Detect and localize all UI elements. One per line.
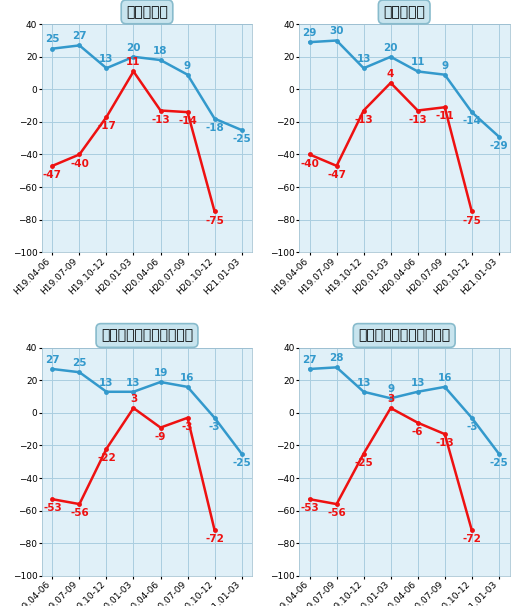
Text: 13: 13 — [356, 378, 371, 388]
Text: -13: -13 — [354, 115, 373, 125]
Text: -25: -25 — [354, 458, 373, 468]
Text: 20: 20 — [126, 42, 141, 53]
Text: -3: -3 — [466, 422, 477, 432]
Text: -13: -13 — [408, 115, 427, 125]
Text: -53: -53 — [43, 504, 62, 513]
Text: 13: 13 — [356, 54, 371, 64]
Title: 総受注戸数: 総受注戸数 — [126, 5, 168, 19]
Text: -25: -25 — [232, 134, 251, 144]
Text: -11: -11 — [435, 112, 454, 121]
Text: 3: 3 — [130, 394, 137, 404]
Title: 戸建て注文住宅受注戸数: 戸建て注文住宅受注戸数 — [101, 328, 193, 342]
Text: 13: 13 — [410, 378, 425, 388]
Text: -13: -13 — [151, 115, 170, 125]
Text: -6: -6 — [412, 427, 423, 437]
Text: -18: -18 — [205, 123, 224, 133]
Text: 16: 16 — [180, 373, 195, 383]
Text: 13: 13 — [99, 54, 114, 64]
Text: -3: -3 — [182, 422, 193, 432]
Text: 9: 9 — [184, 61, 191, 70]
Text: 20: 20 — [383, 42, 398, 53]
Text: 27: 27 — [72, 32, 87, 41]
Text: 9: 9 — [387, 384, 394, 394]
Text: 11: 11 — [410, 58, 425, 67]
Text: -47: -47 — [327, 170, 346, 180]
Text: 27: 27 — [45, 355, 60, 365]
Text: -72: -72 — [462, 534, 481, 544]
Text: 19: 19 — [153, 368, 168, 378]
Text: 30: 30 — [329, 26, 344, 36]
Text: 28: 28 — [329, 353, 344, 363]
Text: 16: 16 — [437, 373, 452, 383]
Text: 25: 25 — [72, 358, 87, 368]
Text: 13: 13 — [126, 378, 141, 388]
Text: 29: 29 — [303, 28, 317, 38]
Text: -56: -56 — [70, 508, 89, 518]
Text: -17: -17 — [97, 121, 116, 131]
Text: -56: -56 — [327, 508, 346, 518]
Text: -14: -14 — [178, 116, 197, 126]
Text: -75: -75 — [205, 216, 224, 225]
Title: 戸建て注文住宅受注金額: 戸建て注文住宅受注金額 — [358, 328, 450, 342]
Text: -53: -53 — [300, 504, 319, 513]
Text: -13: -13 — [435, 438, 454, 448]
Text: 25: 25 — [45, 35, 60, 44]
Text: -29: -29 — [489, 141, 508, 151]
Text: -25: -25 — [232, 458, 251, 468]
Text: 4: 4 — [387, 68, 394, 79]
Text: -22: -22 — [97, 453, 116, 463]
Text: -40: -40 — [300, 159, 319, 168]
Text: -3: -3 — [209, 422, 220, 432]
Text: 11: 11 — [126, 58, 141, 67]
Text: 3: 3 — [387, 394, 394, 404]
Text: 9: 9 — [441, 61, 448, 70]
Title: 総受注金額: 総受注金額 — [383, 5, 425, 19]
Text: 27: 27 — [302, 355, 317, 365]
Text: 13: 13 — [99, 378, 114, 388]
Text: -40: -40 — [70, 159, 89, 168]
Text: 18: 18 — [153, 46, 168, 56]
Text: -72: -72 — [205, 534, 224, 544]
Text: -9: -9 — [155, 431, 166, 442]
Text: -14: -14 — [462, 116, 481, 126]
Text: -75: -75 — [462, 216, 481, 225]
Text: -25: -25 — [489, 458, 508, 468]
Text: -47: -47 — [43, 170, 62, 180]
